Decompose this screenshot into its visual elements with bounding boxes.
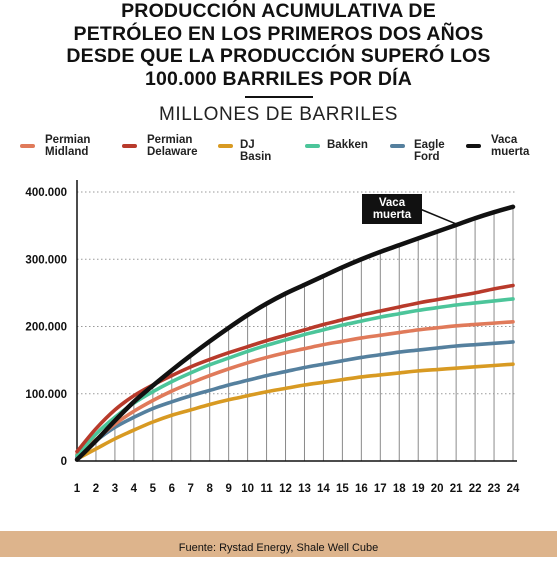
legend-label: Permian Delaware — [147, 134, 198, 158]
title-line-1: PRODUCCIÓN ACUMULATIVA DE — [121, 0, 436, 22]
series-line-bakken — [75, 297, 515, 458]
y-tick-label: 100.000 — [25, 389, 67, 401]
series-line-vaca-muerta — [74, 204, 516, 462]
x-tick-label: 20 — [431, 483, 444, 495]
legend-label: Eagle Ford — [414, 139, 445, 163]
title-line-3: DESDE QUE LA PRODUCCIÓN SUPERÓ LOS — [66, 45, 491, 67]
chart-title: PRODUCCIÓN ACUMULATIVA DE PETRÓLEO EN LO… — [0, 0, 557, 90]
x-tick-label: 2 — [93, 483, 99, 495]
title-line-4: 100.000 BARRILES POR DÍA — [144, 67, 413, 90]
legend-label: DJ Basin — [240, 139, 272, 163]
title-divider — [245, 96, 313, 98]
y-tick-label: 200.000 — [25, 322, 67, 334]
legend: Permian Midland Permian Delaware DJ Basi… — [0, 134, 557, 165]
x-tick-label: 24 — [507, 483, 520, 495]
x-tick-label: 3 — [112, 483, 118, 495]
x-tick-label: 15 — [336, 483, 349, 495]
title-line-2: PETRÓLEO EN LOS PRIMEROS DOS AÑOS — [73, 22, 484, 45]
x-tick-label: 19 — [412, 483, 425, 495]
x-tick-label: 17 — [374, 483, 387, 495]
x-tick-label: 4 — [131, 483, 138, 495]
x-tick-label: 16 — [355, 483, 368, 495]
x-tick-label: 22 — [469, 483, 482, 495]
legend-label: Bakken — [327, 139, 368, 151]
x-tick-label: 7 — [188, 483, 194, 495]
x-tick-label: 10 — [241, 483, 254, 495]
annotation-leader — [419, 208, 457, 225]
series-line-eagle-ford — [75, 340, 515, 459]
source-footer: Fuente: Rystad Energy, Shale Well Cube — [0, 531, 557, 557]
x-tick-label: 9 — [225, 483, 231, 495]
legend-swatch — [305, 144, 320, 148]
x-tick-label: 6 — [169, 483, 175, 495]
legend-swatch — [122, 144, 137, 148]
x-tick-label: 5 — [150, 483, 157, 495]
x-tick-label: 21 — [450, 483, 463, 495]
x-tick-label: 13 — [298, 483, 311, 495]
x-tick-label: 8 — [206, 483, 213, 495]
legend-label: Permian Midland — [45, 134, 91, 158]
source-text: Fuente: Rystad Energy, Shale Well Cube — [178, 542, 379, 554]
y-tick-label: 300.000 — [25, 254, 67, 266]
legend-swatch — [390, 144, 405, 148]
y-tick-label: 0 — [61, 456, 67, 468]
series-line-permian-midland — [75, 319, 515, 457]
annotation-box — [362, 194, 422, 224]
x-tick-label: 11 — [260, 483, 273, 495]
chart-subtitle: MILLONES DE BARRILES — [158, 104, 399, 125]
x-tick-label: 23 — [488, 483, 501, 495]
series-line-dj-basin — [75, 362, 515, 461]
y-tick-label: 400.000 — [25, 187, 67, 199]
legend-label: Vaca muerta — [491, 134, 530, 158]
legend-swatch — [218, 144, 233, 148]
legend-swatch — [20, 144, 35, 148]
legend-swatch — [466, 144, 481, 148]
x-tick-label: 14 — [317, 483, 330, 495]
x-tick-label: 12 — [279, 483, 292, 495]
annotation-label: muerta — [373, 209, 412, 221]
x-tick-label: 18 — [393, 483, 406, 495]
x-tick-label: 1 — [74, 483, 81, 495]
annotation-label: Vaca — [379, 197, 406, 209]
